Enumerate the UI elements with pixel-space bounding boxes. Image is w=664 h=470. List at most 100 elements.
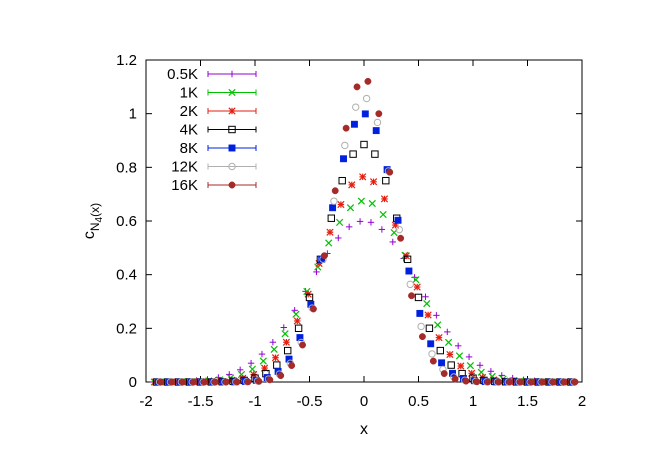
data-point (371, 150, 379, 158)
data-point (269, 339, 277, 346)
x-tick-label: -1.5 (188, 393, 214, 410)
data-point (367, 219, 375, 226)
data-point (454, 342, 462, 350)
data-point (549, 378, 557, 386)
data-point (299, 341, 306, 349)
data-point (395, 225, 404, 234)
data-point (326, 228, 334, 236)
data-point (406, 280, 414, 289)
data-point (527, 378, 535, 386)
data-point (296, 334, 304, 342)
x-tick-label: 1 (469, 393, 477, 410)
data-point (285, 355, 293, 363)
data-point (338, 176, 346, 185)
y-tick-label: 0.8 (116, 159, 137, 176)
data-point (373, 118, 382, 127)
legend-label: 16K (171, 177, 198, 194)
data-point (386, 168, 394, 176)
data-point (179, 378, 187, 386)
data-point (444, 338, 453, 347)
data-point (353, 83, 361, 91)
data-point (422, 293, 429, 300)
data-point (571, 378, 579, 386)
data-point (408, 292, 415, 300)
legend-marker (228, 88, 236, 97)
data-point (447, 361, 455, 369)
data-point (340, 155, 347, 163)
data-point (380, 195, 389, 203)
data-point (292, 310, 300, 318)
data-point (435, 334, 443, 342)
data-point (487, 368, 495, 375)
series-layer (149, 77, 579, 386)
x-tick-label: 2 (578, 393, 586, 410)
data-point (288, 362, 296, 370)
data-point (342, 124, 350, 132)
data-point (425, 324, 434, 332)
legend-marker (228, 125, 236, 134)
series-0.5K (149, 218, 571, 386)
data-point (411, 274, 418, 281)
data-point (361, 110, 369, 118)
data-point (394, 216, 402, 224)
data-point (509, 374, 516, 382)
data-point (270, 345, 278, 354)
data-point (451, 375, 459, 383)
data-point (329, 204, 337, 212)
x-tick-label: -2 (139, 393, 152, 410)
y-tick-label: 1.2 (116, 52, 137, 69)
data-point (157, 378, 165, 386)
y-tick-label: 0 (129, 374, 137, 391)
data-point (258, 350, 266, 358)
data-point (368, 199, 376, 208)
x-tick-label: 1.5 (517, 393, 538, 410)
series-12K (155, 94, 578, 386)
x-tick-label: -0.5 (297, 393, 323, 410)
data-point (424, 311, 432, 319)
data-point (455, 352, 464, 360)
data-point (350, 120, 358, 128)
y-tick-label: 1 (129, 106, 137, 123)
data-point (364, 77, 372, 85)
x-tick-label: -1 (248, 393, 261, 410)
data-point (330, 197, 338, 205)
data-point (362, 94, 371, 103)
y-tick-label: 0.6 (116, 213, 137, 230)
data-point (259, 357, 267, 365)
data-point (465, 353, 473, 361)
data-point (457, 362, 465, 370)
data-point (293, 317, 301, 325)
data-point (428, 350, 436, 358)
data-point (255, 377, 263, 385)
legend-label: 1K (180, 85, 198, 102)
data-point (416, 309, 424, 317)
data-point (200, 378, 208, 386)
legend-marker (228, 181, 236, 189)
legend-label: 0.5K (167, 66, 198, 83)
data-point (352, 103, 360, 111)
data-point (495, 378, 503, 386)
data-point (418, 333, 426, 341)
data-point (484, 378, 492, 386)
x-tick-label: 0 (360, 393, 368, 410)
data-point (236, 366, 244, 374)
data-point (247, 359, 255, 367)
data-point (356, 218, 364, 225)
data-point (168, 378, 176, 386)
data-point (429, 357, 437, 365)
data-point (349, 150, 357, 158)
data-point (560, 378, 568, 386)
data-point (403, 255, 412, 264)
data-point (348, 181, 356, 189)
data-point (517, 378, 524, 386)
y-axis-title-arg: (x) (88, 203, 102, 217)
data-point (320, 252, 328, 260)
data-point (378, 226, 386, 233)
legend-label: 2K (180, 103, 198, 120)
legend-marker (228, 107, 236, 115)
data-point (375, 110, 383, 118)
data-point (414, 293, 423, 302)
data-point (438, 359, 446, 367)
data-point (215, 374, 222, 381)
